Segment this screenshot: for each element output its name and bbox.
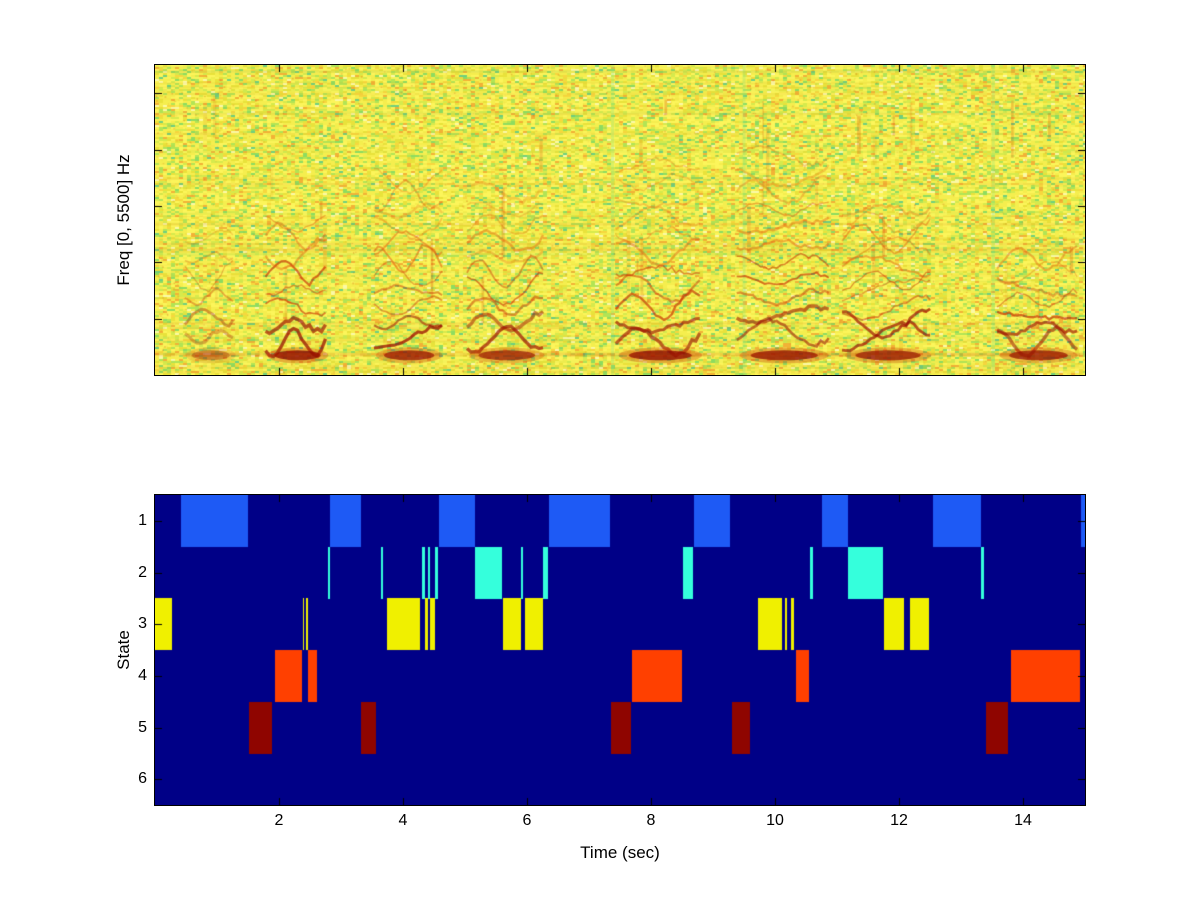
spectrogram-ylabel: Freq [0, 5500] Hz (114, 154, 133, 286)
x-tick-label: 6 (522, 812, 532, 829)
state-tick-label: 1 (138, 511, 147, 529)
x-tick-label: 2 (274, 812, 284, 829)
x-tick-label: 12 (890, 812, 908, 829)
spectrogram-image (155, 65, 1085, 375)
state-tick-label: 3 (138, 615, 147, 633)
state-sequence-axes (154, 494, 1086, 806)
x-tick-label: 10 (766, 812, 784, 829)
x-tick-label: 8 (646, 812, 656, 829)
state-sequence-image (155, 495, 1085, 805)
x-tick-label: 4 (398, 812, 408, 829)
spectrogram-axes (154, 64, 1086, 376)
x-tick-label: 14 (1014, 812, 1032, 829)
state-tick-label: 5 (138, 718, 147, 736)
state-tick-label: 6 (138, 770, 147, 788)
state-tick-label: 2 (138, 563, 147, 581)
time-axis-label: Time (sec) (580, 843, 660, 862)
state-tick-label: 4 (138, 666, 147, 684)
state-ylabel: State (114, 630, 133, 670)
